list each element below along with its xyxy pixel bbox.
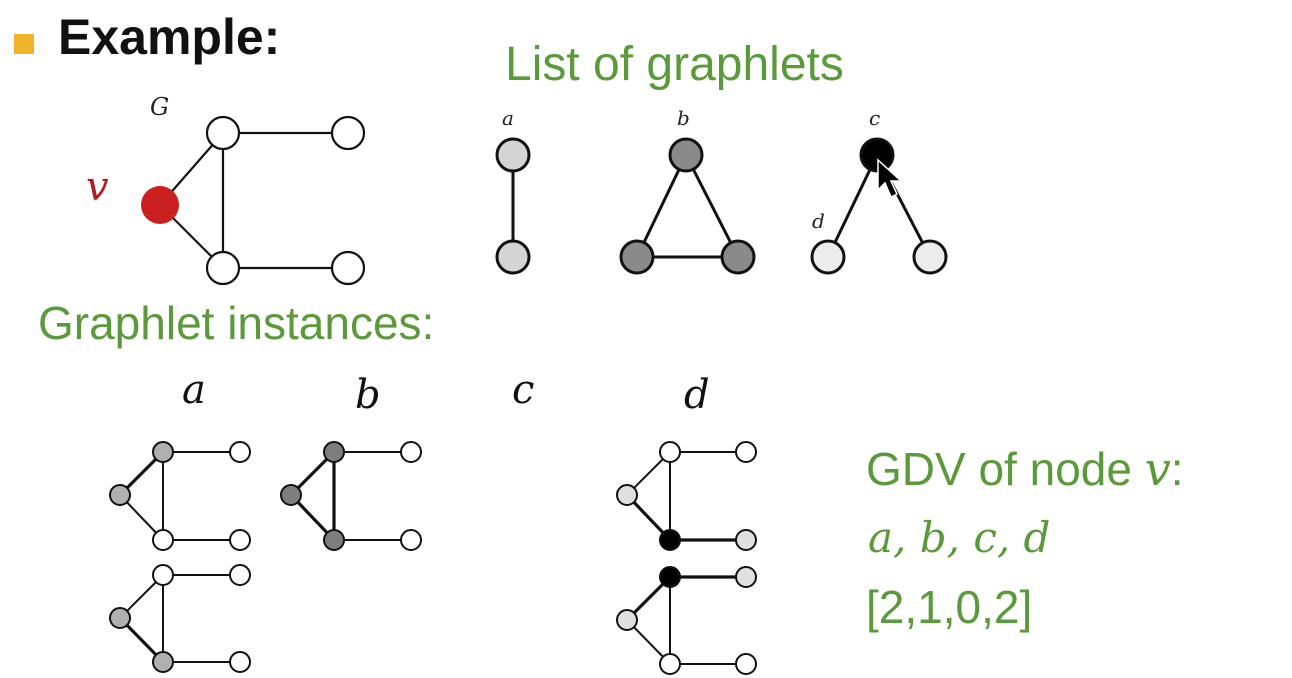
instance-label-d: d [684,372,710,418]
graphlet-label-d: d [812,209,825,233]
gdv-vector: [2,1,0,2] [866,581,1033,633]
graph-label-g: G [150,93,169,121]
instance-node [152,651,174,673]
graphlet-list-title: List of graphlets [505,38,844,91]
graphlet-label-c: c [869,106,880,130]
gdv-title: GDV of node v: [866,442,1184,496]
instance-b [280,441,422,551]
instance-node [659,653,681,675]
gdv-title-var: v [1144,442,1171,496]
graph-node [330,250,366,286]
instance-node [323,441,345,463]
gdv-labels: a, b, c, d [868,513,1051,562]
gdv-title-prefix: GDV of node [866,443,1145,495]
graphlet-instances-title: Graphlet instances: [38,297,435,349]
instance-a-1 [109,441,251,551]
instance-node [229,529,251,551]
instance-d-2 [616,566,757,675]
bullet-icon [14,34,34,54]
graphlet-c [810,137,948,275]
instance-d-1 [616,441,757,551]
instance-node [659,566,681,588]
instance-node [229,651,251,673]
instance-node [735,566,757,588]
instance-node [735,653,757,675]
instance-node [400,529,422,551]
instance-node [152,529,174,551]
instance-node [152,564,174,586]
instance-node [735,441,757,463]
node-v [141,186,179,224]
graphlet-node [668,137,704,173]
instance-a-2 [109,564,251,673]
graphlet-node [495,239,531,275]
graphlet-node [859,137,895,173]
instance-label-a: a [182,367,206,413]
instance-node [323,529,345,551]
graph-node [205,115,241,151]
graph-node [205,250,241,286]
arrow-cursor-icon [877,158,903,199]
graphlet-node [810,239,846,275]
instance-node [280,484,302,506]
instance-node [735,529,757,551]
example-heading: Example: [58,9,281,65]
instance-node [152,441,174,463]
instance-node [229,564,251,586]
instance-label-b: b [355,372,381,418]
graphlet-label-a: a [502,106,514,130]
instance-node [109,607,131,629]
graph-g [141,115,366,286]
instance-node [616,609,638,631]
node-v-label: v [86,164,109,210]
instance-label-c: c [512,367,534,413]
instance-node [616,484,638,506]
graph-node [330,115,366,151]
graphlet-node [720,239,756,275]
instance-node [659,441,681,463]
gdv-title-suffix: : [1170,443,1184,495]
instance-node [400,441,422,463]
graphlet-label-b: b [677,106,690,130]
instance-node [109,484,131,506]
graphlet-node [619,239,655,275]
graphlet-a [495,137,531,275]
instance-node [229,441,251,463]
instance-node [659,529,681,551]
graphlet-node [495,137,531,173]
graphlet-node [912,239,948,275]
graphlet-b [619,137,756,275]
